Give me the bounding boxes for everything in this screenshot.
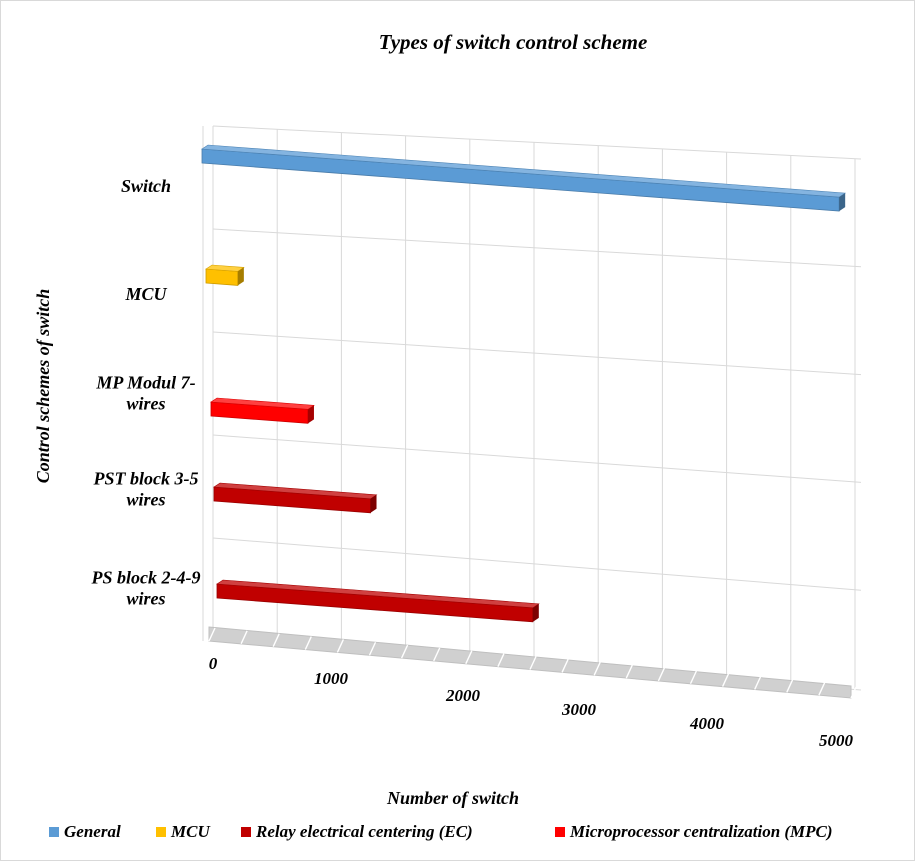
floor-stripe <box>786 679 794 693</box>
legend-swatch <box>241 827 251 837</box>
floor-stripe <box>721 673 730 687</box>
bar-3-end <box>370 494 377 513</box>
floor-band <box>208 626 852 699</box>
floor-stripe <box>850 684 858 699</box>
legend-entry: General <box>64 822 121 841</box>
x-axis-title: Number of switch <box>386 788 519 808</box>
legend-swatch <box>156 827 166 837</box>
floor-stripe <box>657 667 666 682</box>
floor-stripe <box>529 656 537 670</box>
floor-stripe <box>208 627 216 642</box>
category-label: Switch <box>121 176 171 196</box>
x-tick-labels: 0 1000 2000 3000 4000 5000 <box>209 654 854 750</box>
bar-0-front <box>201 148 840 212</box>
gridline-horizontal <box>212 331 862 376</box>
legend-entry: MCU <box>170 822 210 841</box>
gridline-horizontal <box>212 228 862 268</box>
category-label: MP Modul 7- <box>95 373 195 393</box>
category-label: wires <box>126 589 165 609</box>
category-label: PST block 3-5 <box>93 469 199 489</box>
category-label: PS block 2-4-9 <box>91 568 201 588</box>
category-label: wires <box>126 394 165 414</box>
bar-1-end <box>237 267 244 286</box>
y-axis-title: Control schemes of switch <box>33 289 53 484</box>
floor-stripe <box>433 647 441 662</box>
gridline-horizontal <box>212 434 862 483</box>
bar-1-front <box>205 268 239 286</box>
legend-swatch <box>555 827 565 837</box>
legend: General MCU Relay electrical centering (EC… <box>49 822 833 841</box>
floor-stripe <box>561 659 569 673</box>
floor-stripe <box>754 676 762 690</box>
category-label: MCU <box>124 284 167 304</box>
x-tick-label: 4000 <box>689 714 725 733</box>
bar-4-end <box>532 603 539 622</box>
floor-stripe <box>497 653 505 667</box>
floor-stripe <box>368 641 377 656</box>
floor-stripe <box>272 633 280 647</box>
legend-entry: Relay electrical centering (EC) <box>255 822 473 841</box>
chart-title: Types of switch control scheme <box>379 30 648 54</box>
floor-stripe <box>818 681 826 696</box>
x-tick-label: 0 <box>209 654 218 673</box>
bar-2-end <box>307 405 314 424</box>
legend-swatch <box>49 827 59 837</box>
gridline-horizontal <box>212 537 862 591</box>
floor-stripe <box>336 639 345 653</box>
legend-entry: Microprocessor centralization (MPC) <box>569 822 833 841</box>
floor-stripe <box>689 670 698 685</box>
x-tick-label: 5000 <box>819 731 854 750</box>
bars <box>201 144 847 623</box>
floor-stripe <box>625 664 633 679</box>
category-label: wires <box>126 490 165 510</box>
floor-stripe <box>240 630 248 645</box>
gridline-horizontal <box>212 125 862 160</box>
x-tick-label: 1000 <box>314 669 349 688</box>
floor-stripe <box>400 644 409 659</box>
chart-floor <box>208 626 858 699</box>
bar-0-end <box>839 193 846 212</box>
x-tick-label: 3000 <box>561 700 597 719</box>
floor-stripe <box>465 650 473 665</box>
floor-stripe <box>593 661 601 676</box>
x-tick-label: 2000 <box>445 686 481 705</box>
floor-stripe <box>304 636 312 650</box>
